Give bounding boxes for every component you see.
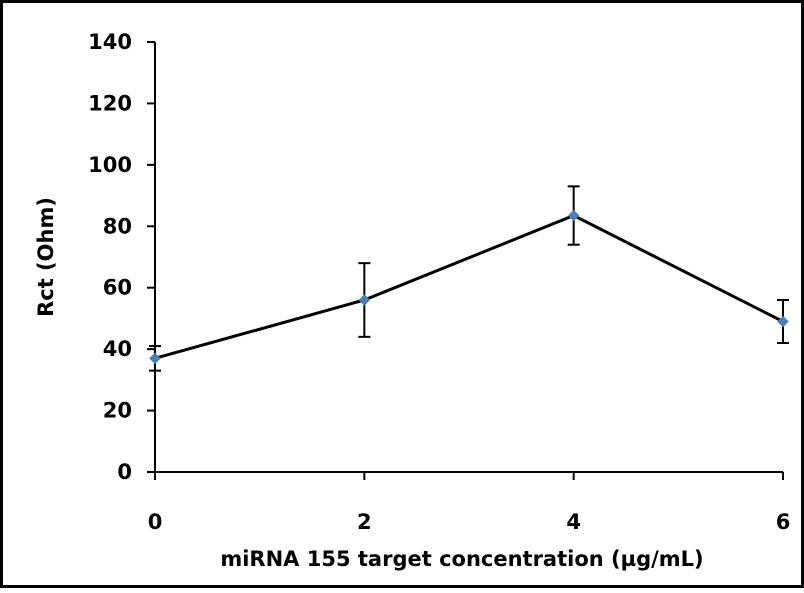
series-line: [154, 213, 784, 360]
y-tick-label: 20: [103, 399, 132, 423]
y-tick-label: 60: [103, 276, 132, 300]
data-markers: [149, 209, 789, 365]
y-tick-label: 140: [88, 30, 132, 54]
y-axis-ticks: 0 20 40 60 80 100 120 140: [88, 30, 155, 484]
data-point: [358, 294, 371, 306]
y-tick-label: 120: [88, 91, 132, 115]
y-tick-label: 80: [103, 214, 132, 238]
x-tick-label: 2: [357, 510, 372, 534]
x-tick-label: 0: [148, 510, 163, 534]
x-axis-ticks: 0 2 4 6: [148, 472, 791, 534]
y-tick-label: 40: [103, 337, 132, 361]
data-point: [149, 352, 161, 365]
x-tick-label: 4: [566, 510, 581, 534]
data-point: [777, 315, 789, 328]
x-axis-title: miRNA 155 target concentration (µg/mL): [220, 547, 703, 571]
y-tick-label: 100: [88, 153, 132, 177]
x-tick-label: 6: [776, 510, 791, 534]
data-point: [567, 209, 580, 222]
y-tick-label: 0: [117, 460, 132, 484]
y-axis-title: Rct (Ohm): [34, 197, 58, 317]
series-lines: [154, 213, 784, 360]
